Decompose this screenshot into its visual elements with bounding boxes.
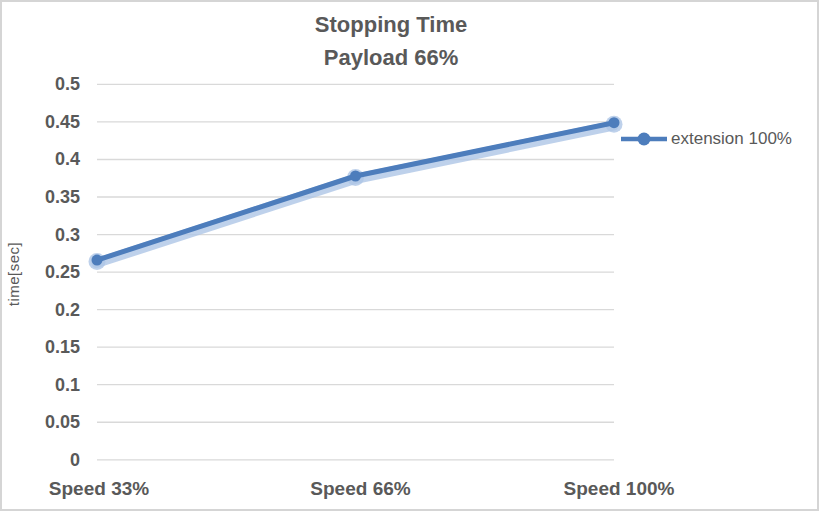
data-point-marker[interactable] <box>609 117 620 128</box>
data-point-marker[interactable] <box>92 255 103 266</box>
y-tick-label: 0.35 <box>10 186 80 208</box>
y-tick-label: 0.25 <box>10 261 80 283</box>
x-category-label: Speed 66% <box>310 478 410 500</box>
x-category-label: Speed 33% <box>49 478 149 500</box>
y-tick-label: 0.3 <box>10 224 80 246</box>
legend-label: extension 100% <box>671 129 792 149</box>
y-tick-label: 0.4 <box>10 148 80 170</box>
legend-marker-icon <box>620 131 668 147</box>
plot-area <box>2 2 819 511</box>
y-tick-label: 0.5 <box>10 73 80 95</box>
x-category-label: Speed 100% <box>564 478 675 500</box>
y-tick-label: 0.1 <box>10 374 80 396</box>
data-point-marker[interactable] <box>350 170 361 181</box>
legend[interactable]: extension 100% <box>620 129 792 149</box>
chart-container: Stopping Time Payload 66% time[sec] 00.0… <box>0 0 819 511</box>
y-tick-label: 0 <box>10 449 80 471</box>
y-tick-label: 0.05 <box>10 411 80 433</box>
y-tick-label: 0.45 <box>10 111 80 133</box>
y-tick-label: 0.15 <box>10 336 80 358</box>
y-tick-label: 0.2 <box>10 299 80 321</box>
series-line-glow <box>97 126 614 263</box>
